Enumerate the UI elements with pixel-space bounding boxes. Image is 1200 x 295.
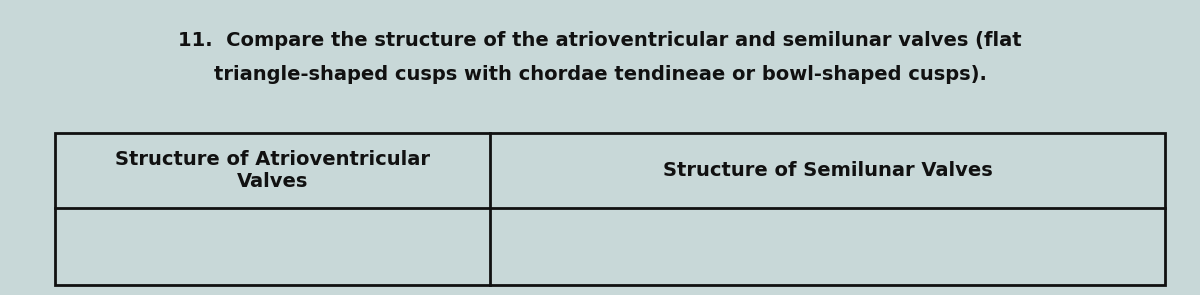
- Text: 11.  Compare the structure of the atrioventricular and semilunar valves (flat: 11. Compare the structure of the atriove…: [178, 30, 1022, 50]
- Text: triangle-shaped cusps with chordae tendineae or bowl-shaped cusps).: triangle-shaped cusps with chordae tendi…: [214, 65, 986, 84]
- Bar: [55, 133, 1165, 285]
- Text: Structure of Semilunar Valves: Structure of Semilunar Valves: [662, 161, 992, 180]
- Text: Structure of Atrioventricular
Valves: Structure of Atrioventricular Valves: [115, 150, 430, 191]
